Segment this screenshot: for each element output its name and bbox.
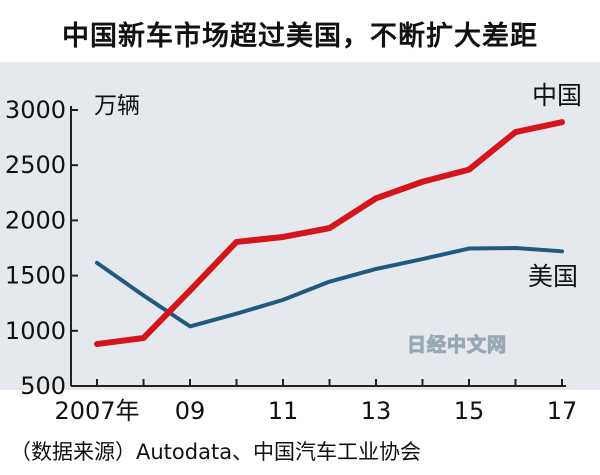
- y-unit-label: 万辆: [94, 93, 140, 119]
- source-note: （数据来源）Autodata、中国汽车工业协会: [10, 440, 422, 464]
- title-bar: [0, 0, 600, 62]
- china-line: [94, 119, 565, 348]
- x-tick-label: 2007年: [54, 397, 139, 425]
- y-tick-label: 1000: [5, 317, 66, 345]
- y-tick-label: 3000: [5, 96, 66, 124]
- y-tick-label: 2000: [5, 206, 66, 234]
- chart-title: 中国新车市场超过美国，不断扩大差距: [62, 21, 538, 52]
- watermark: 日经中文网: [406, 334, 508, 357]
- plot-area: [0, 62, 600, 390]
- usa-line: [95, 246, 564, 329]
- x-tick-label: 17: [547, 397, 578, 425]
- series-label-usa: 美国: [528, 262, 578, 291]
- y-tick-label: 2500: [5, 151, 66, 179]
- y-tick-label: 500: [20, 372, 66, 400]
- x-tick-label: 15: [454, 397, 485, 425]
- x-tick-label: 13: [361, 397, 392, 425]
- x-tick-label: 09: [175, 397, 206, 425]
- series-label-china: 中国: [532, 81, 582, 110]
- x-tick-label: 11: [268, 397, 299, 425]
- y-tick-label: 1500: [5, 262, 66, 290]
